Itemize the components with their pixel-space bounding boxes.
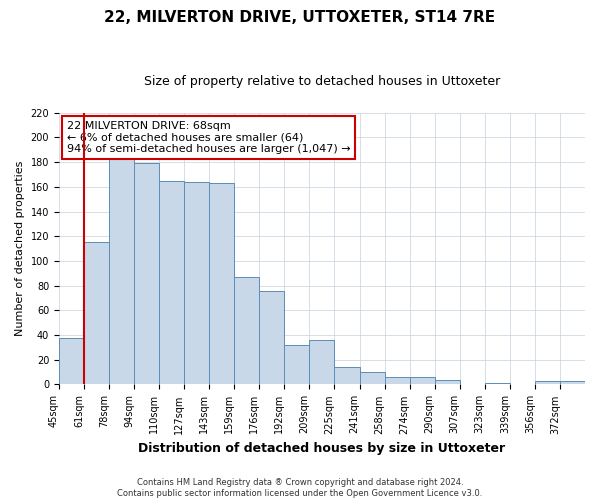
Bar	[284, 345, 310, 385]
Bar	[434, 380, 460, 384]
Bar	[134, 164, 159, 384]
Bar	[410, 377, 434, 384]
Text: 22 MILVERTON DRIVE: 68sqm
← 6% of detached houses are smaller (64)
94% of semi-d: 22 MILVERTON DRIVE: 68sqm ← 6% of detach…	[67, 121, 350, 154]
Bar	[560, 380, 585, 384]
Bar	[84, 242, 109, 384]
Bar	[59, 338, 84, 384]
Bar	[535, 380, 560, 384]
Bar	[310, 340, 334, 384]
Bar	[184, 182, 209, 384]
Bar	[159, 180, 184, 384]
X-axis label: Distribution of detached houses by size in Uttoxeter: Distribution of detached houses by size …	[139, 442, 506, 455]
Y-axis label: Number of detached properties: Number of detached properties	[15, 161, 25, 336]
Bar	[209, 183, 234, 384]
Bar	[385, 377, 410, 384]
Bar	[334, 367, 359, 384]
Text: 22, MILVERTON DRIVE, UTTOXETER, ST14 7RE: 22, MILVERTON DRIVE, UTTOXETER, ST14 7RE	[104, 10, 496, 25]
Bar	[485, 383, 510, 384]
Bar	[359, 372, 385, 384]
Bar	[109, 158, 134, 384]
Title: Size of property relative to detached houses in Uttoxeter: Size of property relative to detached ho…	[144, 75, 500, 88]
Text: Contains HM Land Registry data ® Crown copyright and database right 2024.
Contai: Contains HM Land Registry data ® Crown c…	[118, 478, 482, 498]
Bar	[259, 290, 284, 384]
Bar	[234, 277, 259, 384]
